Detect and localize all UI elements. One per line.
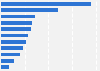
Bar xyxy=(1,21,32,25)
Bar xyxy=(1,27,31,31)
Bar xyxy=(1,40,26,44)
Bar xyxy=(1,2,91,6)
Bar xyxy=(1,46,23,50)
Bar xyxy=(1,8,58,12)
Bar xyxy=(1,34,28,37)
Bar xyxy=(1,59,14,63)
Bar xyxy=(1,53,20,56)
Bar xyxy=(1,65,9,69)
Bar xyxy=(1,15,35,18)
